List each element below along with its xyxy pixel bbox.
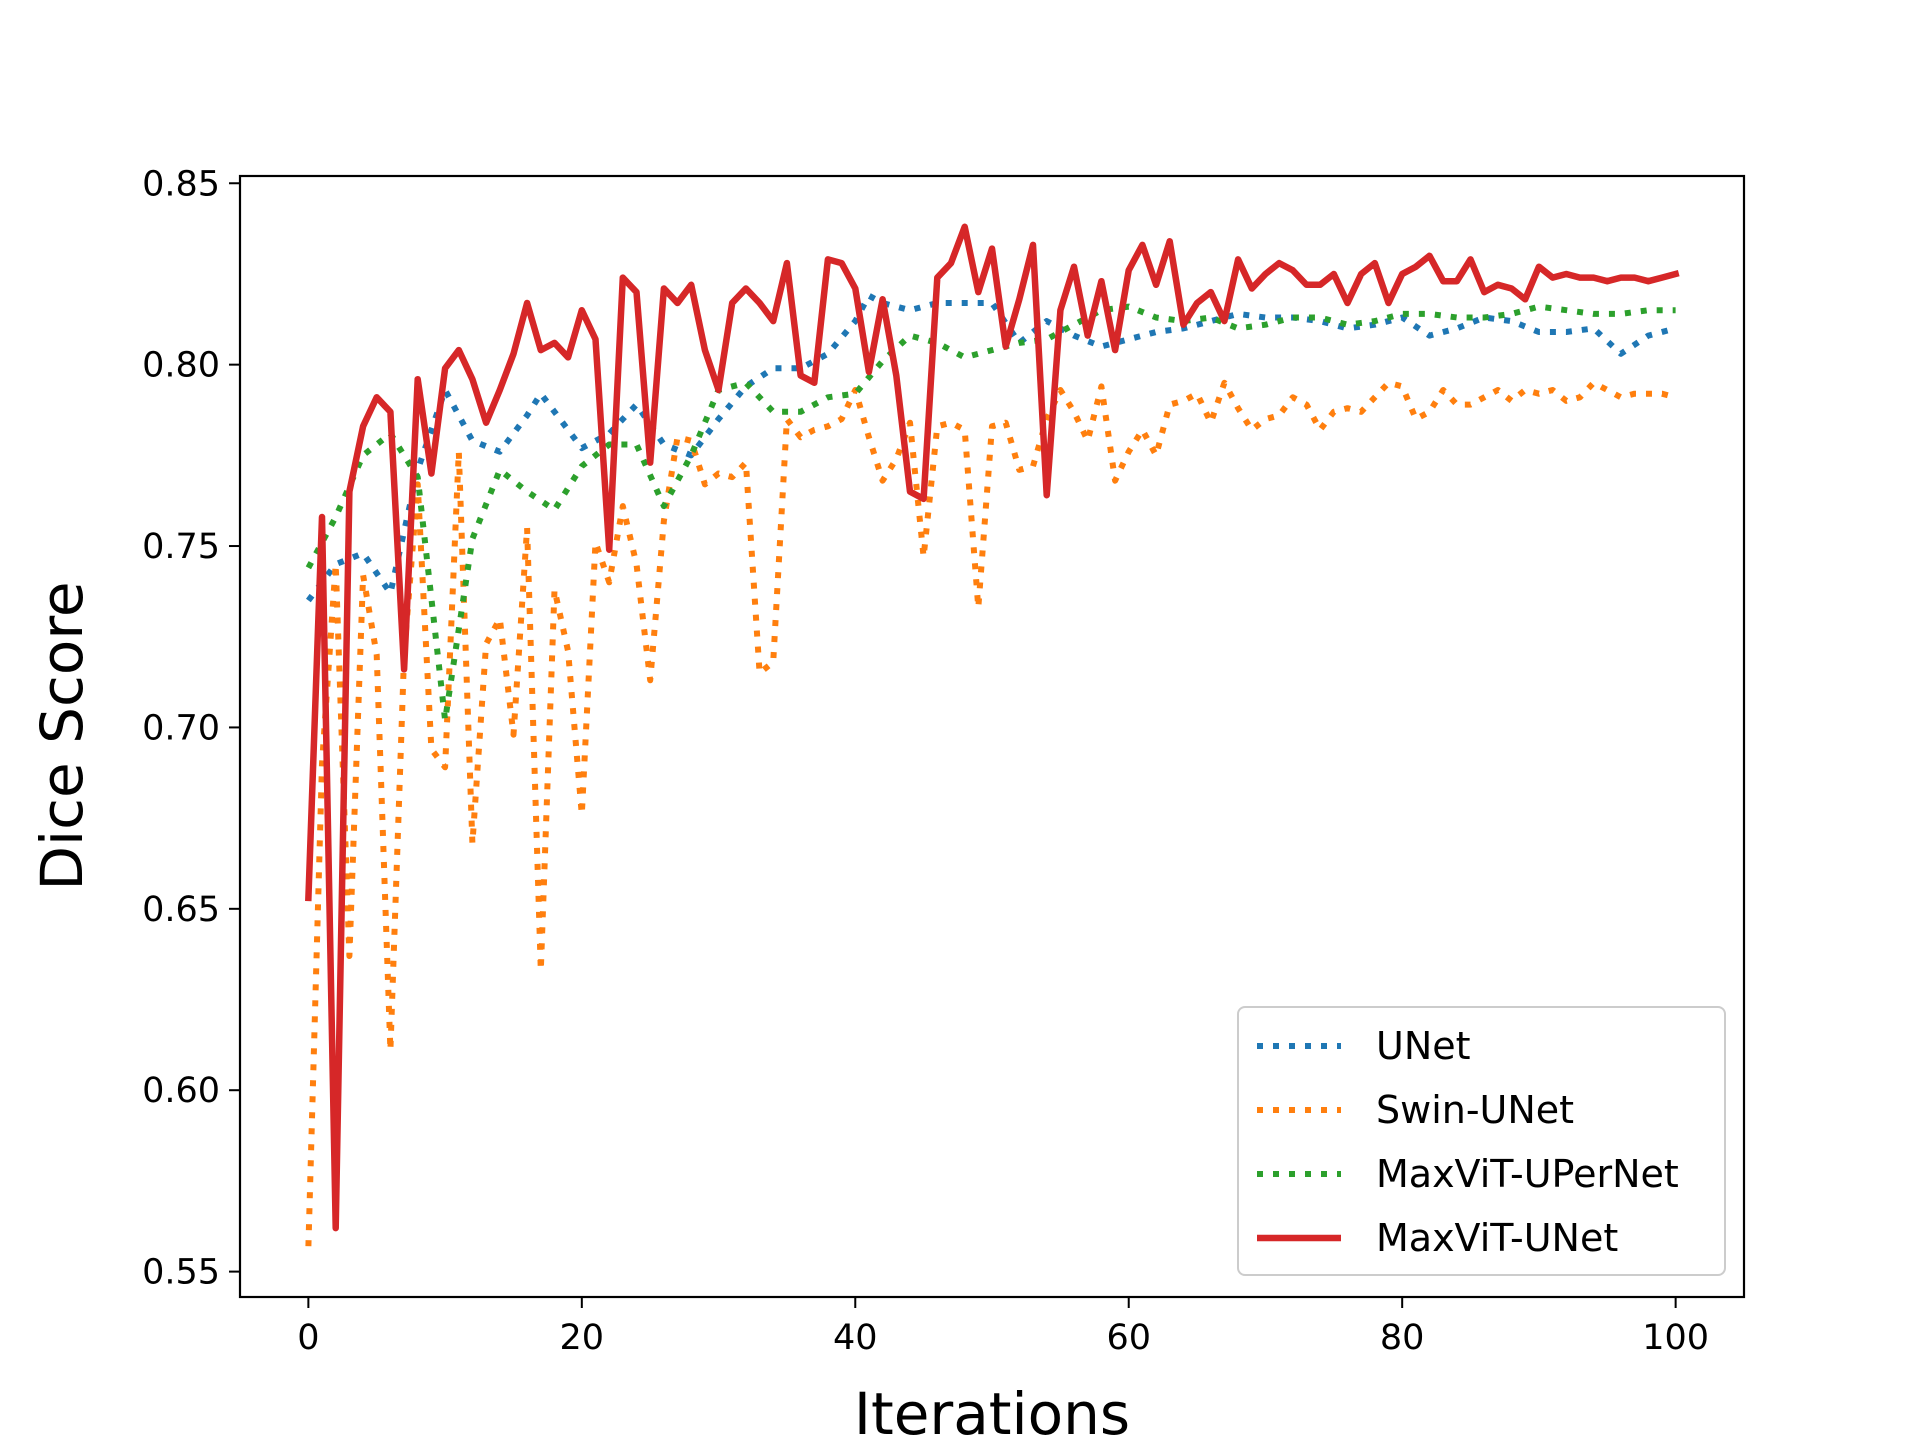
x-tick-label: 20 bbox=[560, 1318, 605, 1358]
y-tick-label: 0.80 bbox=[142, 346, 220, 386]
y-tick-label: 0.65 bbox=[142, 890, 220, 930]
x-tick-label: 80 bbox=[1380, 1318, 1425, 1358]
y-tick-label: 0.85 bbox=[142, 164, 220, 204]
x-axis: 0 20 40 60 80 100 bbox=[297, 1297, 1709, 1358]
x-tick-label: 40 bbox=[833, 1318, 878, 1358]
series-line-unet bbox=[306, 292, 1677, 603]
y-tick-label: 0.70 bbox=[142, 708, 220, 748]
legend-label-unet: UNet bbox=[1376, 1024, 1471, 1068]
y-tick-label: 0.75 bbox=[142, 527, 220, 567]
x-tick-label: 60 bbox=[1106, 1318, 1151, 1358]
y-tick-label: 0.60 bbox=[142, 1071, 220, 1111]
legend-frame bbox=[1237, 1006, 1726, 1276]
x-tick-label: 100 bbox=[1642, 1318, 1709, 1358]
legend: UNet Swin-UNet MaxViT-UPerNet MaxViT-UNet bbox=[1237, 1006, 1726, 1276]
series-layer bbox=[305, 223, 1680, 1247]
series-line-maxvit-upernet bbox=[305, 303, 1676, 724]
series-line-maxvit-unet bbox=[305, 223, 1680, 1232]
legend-label-maxvit-upernet: MaxViT-UPerNet bbox=[1376, 1152, 1679, 1196]
y-axis-title: Dice Score bbox=[28, 581, 96, 890]
y-axis: 0.55 0.60 0.65 0.70 0.75 0.80 0.85 bbox=[142, 164, 240, 1293]
y-tick-label: 0.55 bbox=[142, 1253, 220, 1293]
x-axis-title: Iterations bbox=[854, 1380, 1130, 1440]
legend-label-maxvit-unet: MaxViT-UNet bbox=[1376, 1216, 1618, 1260]
legend-label-swin-unet: Swin-UNet bbox=[1376, 1088, 1574, 1132]
series-line-swin-unet bbox=[305, 379, 1677, 1247]
x-tick-label: 0 bbox=[297, 1318, 319, 1358]
plot-area-frame bbox=[238, 174, 1746, 1299]
